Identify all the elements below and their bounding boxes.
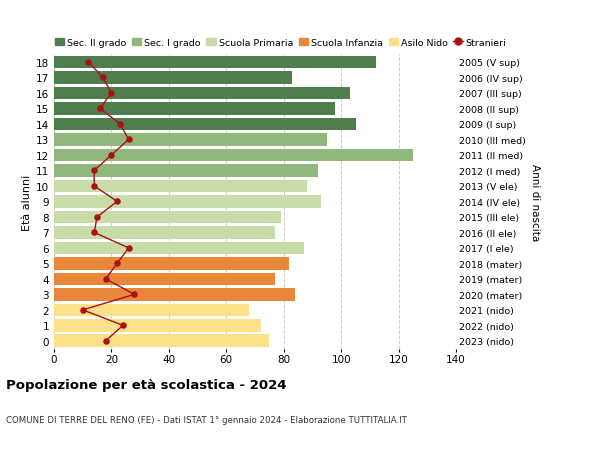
Point	[101, 275, 110, 283]
Point	[89, 183, 99, 190]
Text: Popolazione per età scolastica - 2024: Popolazione per età scolastica - 2024	[6, 379, 287, 392]
Bar	[54, 257, 289, 270]
Point	[118, 322, 128, 329]
Text: COMUNE DI TERRE DEL RENO (FE) - Dati ISTAT 1° gennaio 2024 - Elaborazione TUTTIT: COMUNE DI TERRE DEL RENO (FE) - Dati IST…	[6, 415, 407, 425]
Point	[92, 214, 102, 221]
Point	[107, 152, 116, 159]
Bar	[54, 118, 355, 131]
Bar	[54, 180, 307, 193]
Point	[124, 245, 133, 252]
Bar	[54, 304, 249, 317]
Y-axis label: Età alunni: Età alunni	[22, 174, 32, 230]
Bar	[54, 87, 350, 100]
Point	[130, 291, 139, 298]
Point	[89, 229, 99, 236]
Point	[101, 337, 110, 345]
Bar	[54, 273, 275, 285]
Bar	[54, 149, 413, 162]
Bar	[54, 242, 304, 255]
Bar	[54, 288, 295, 301]
Point	[112, 260, 122, 268]
Point	[124, 136, 133, 144]
Bar	[54, 165, 318, 177]
Bar	[54, 134, 327, 146]
Point	[83, 59, 93, 67]
Bar	[54, 227, 275, 239]
Point	[78, 307, 88, 314]
Bar	[54, 211, 281, 224]
Point	[95, 106, 105, 113]
Y-axis label: Anni di nascita: Anni di nascita	[530, 163, 539, 241]
Point	[98, 75, 107, 82]
Point	[115, 121, 125, 129]
Bar	[54, 319, 261, 332]
Legend: Sec. II grado, Sec. I grado, Scuola Primaria, Scuola Infanzia, Asilo Nido, Stran: Sec. II grado, Sec. I grado, Scuola Prim…	[55, 39, 506, 47]
Bar	[54, 103, 335, 116]
Point	[112, 198, 122, 206]
Bar	[54, 196, 321, 208]
Bar	[54, 335, 269, 347]
Point	[107, 90, 116, 97]
Bar	[54, 56, 376, 69]
Point	[89, 168, 99, 175]
Bar	[54, 72, 292, 84]
